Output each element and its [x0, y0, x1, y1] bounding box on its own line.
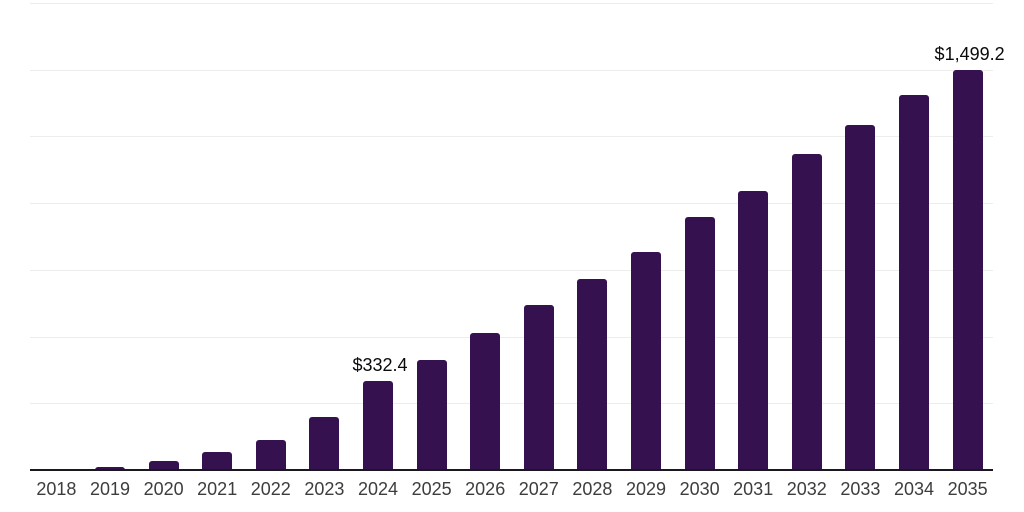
gridline-250: [30, 403, 993, 405]
bar-2029: [631, 252, 661, 470]
x-tick-label-2020: 2020: [143, 479, 184, 499]
gridline-750: [30, 269, 993, 271]
x-tick-label-2032: 2032: [786, 479, 827, 499]
data-label-2024: $332.4: [352, 355, 408, 376]
bar-2025: [416, 359, 447, 470]
bar-2023: [309, 417, 340, 470]
x-tick-label-2031: 2031: [733, 479, 774, 499]
x-tick-label-2025: 2025: [411, 479, 452, 499]
x-tick-label-2021: 2021: [197, 479, 238, 499]
bar-2030: [684, 217, 715, 470]
x-tick-label-2018: 2018: [36, 479, 77, 499]
bar-2035: [952, 69, 983, 470]
x-tick-label-2026: 2026: [465, 479, 506, 499]
bar-2022: [255, 440, 286, 470]
x-tick-label-2035: 2035: [947, 479, 988, 499]
x-tick-label-2027: 2027: [518, 479, 559, 499]
x-tick-label-2024: 2024: [357, 479, 399, 499]
bar-2032: [791, 153, 822, 470]
bar-2021: [202, 452, 233, 470]
bar-chart-plot-area: $332.4 $1,499.2: [30, 3, 1005, 471]
gridline-1250: [30, 136, 993, 138]
x-tick-label-2023: 2023: [304, 479, 345, 499]
data-label-2035: $1,499.2: [934, 43, 1005, 64]
bar-2031: [738, 191, 769, 470]
gridline-500: [30, 336, 993, 338]
bar-2026: [470, 333, 501, 470]
bar-2024: [363, 381, 393, 470]
bar-2019: [95, 467, 125, 470]
bar-2027: [523, 305, 554, 470]
x-axis-line: [30, 469, 993, 471]
x-tick-label-2028: 2028: [572, 479, 613, 499]
bar-2028: [577, 279, 608, 470]
x-axis-tick-labels: 2018 2019 2020 2021 2022 2023 2024 2025 2026 2027…: [30, 478, 993, 504]
x-tick-label-2033: 2033: [840, 479, 881, 499]
bar-2020: [148, 461, 179, 470]
x-tick-label-2029: 2029: [625, 479, 667, 499]
x-tick-label-2030: 2030: [679, 479, 720, 499]
gridline-1500: [30, 69, 993, 71]
x-tick-label-2022: 2022: [250, 479, 291, 499]
x-tick-label-2019: 2019: [89, 479, 131, 499]
bar-2033: [845, 124, 876, 470]
gridline-1750: [30, 3, 993, 4]
x-tick-label-2034: 2034: [893, 479, 935, 499]
bar-2034: [899, 95, 929, 470]
gridline-1000: [30, 203, 993, 205]
